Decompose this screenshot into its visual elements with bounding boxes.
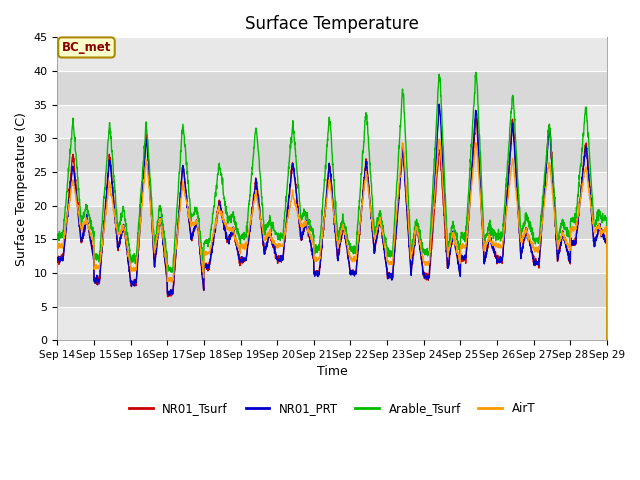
Bar [58,205,607,239]
Bar [58,273,607,307]
Bar [58,37,607,71]
X-axis label: Time: Time [317,365,348,379]
Bar [58,138,607,172]
Text: BC_met: BC_met [62,41,111,54]
Bar [58,307,607,340]
Bar [58,71,607,105]
Bar [58,105,607,138]
Y-axis label: Surface Temperature (C): Surface Temperature (C) [15,112,28,266]
Bar [58,172,607,205]
Legend: NR01_Tsurf, NR01_PRT, Arable_Tsurf, AirT: NR01_Tsurf, NR01_PRT, Arable_Tsurf, AirT [124,397,540,420]
Title: Surface Temperature: Surface Temperature [245,15,419,33]
Bar [58,239,607,273]
